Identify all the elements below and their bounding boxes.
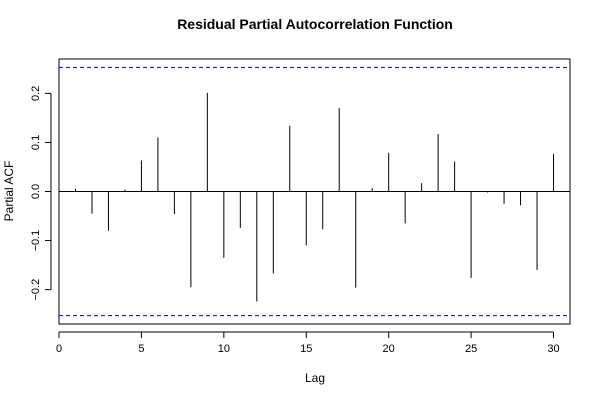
y-tick-label: −0.2 — [30, 279, 42, 301]
x-tick-label: 20 — [383, 343, 395, 355]
x-tick-label: 30 — [547, 343, 559, 355]
y-tick-label: 0.1 — [30, 135, 42, 150]
x-tick-label: 0 — [56, 343, 62, 355]
confidence-bands — [59, 66, 570, 317]
y-tick-label: 0.0 — [30, 184, 42, 199]
x-axis: 0 5 10 15 20 25 30 — [56, 331, 560, 355]
y-axis-label: Partial ACF — [2, 161, 16, 222]
y-tick-label: 0.2 — [30, 86, 42, 101]
y-tick-label: −0.1 — [30, 230, 42, 252]
pacf-bars — [74, 92, 555, 302]
x-tick-label: 5 — [138, 343, 144, 355]
x-tick-label: 10 — [218, 343, 230, 355]
x-tick-label: 15 — [300, 343, 312, 355]
x-axis-label: Lag — [305, 371, 325, 385]
chart-title: Residual Partial Autocorrelation Functio… — [177, 16, 453, 32]
y-axis: −0.2 −0.1 0.0 0.1 0.2 — [30, 86, 52, 301]
x-tick-label: 25 — [465, 343, 477, 355]
